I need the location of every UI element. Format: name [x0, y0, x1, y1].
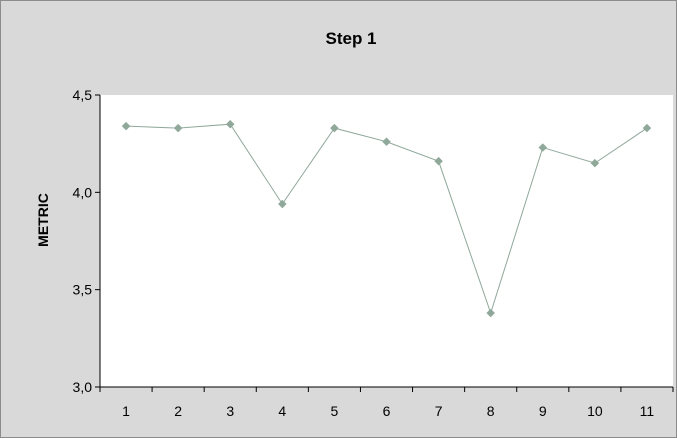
y-tick-label: 3,0	[73, 379, 93, 395]
x-tick-label: 2	[174, 403, 182, 419]
y-tick-label: 3,5	[73, 282, 93, 298]
x-tick-label: 1	[122, 403, 130, 419]
x-tick-label: 10	[587, 403, 603, 419]
data-point	[382, 137, 391, 147]
x-tick-label: 8	[487, 403, 495, 419]
data-point	[121, 121, 131, 131]
x-tick-label: 9	[539, 403, 547, 419]
x-tick-label: 4	[278, 403, 286, 419]
data-point	[173, 123, 183, 133]
data-point	[642, 123, 652, 133]
data-point	[434, 156, 443, 166]
x-tick-label: 11	[640, 403, 655, 419]
x-tick-label: 7	[435, 403, 443, 419]
y-axis-label: METRIC	[35, 193, 51, 247]
data-point	[330, 123, 339, 133]
x-tick-label: 3	[226, 403, 234, 419]
data-point	[225, 119, 235, 129]
data-point	[277, 199, 287, 209]
x-tick-label: 5	[331, 403, 339, 419]
x-tick-label: 6	[383, 403, 391, 419]
y-tick-label: 4,0	[73, 184, 93, 200]
y-tick-label: 4,5	[73, 87, 93, 103]
data-point	[486, 308, 496, 318]
axes: 3,0 3,5 4,0 4,5 1 2 3 4 5 6 7 8 9 10 11	[73, 87, 674, 419]
data-point	[590, 158, 600, 168]
chart-title: Step 1	[325, 29, 376, 48]
series-group	[121, 119, 652, 318]
data-point	[538, 143, 548, 152]
